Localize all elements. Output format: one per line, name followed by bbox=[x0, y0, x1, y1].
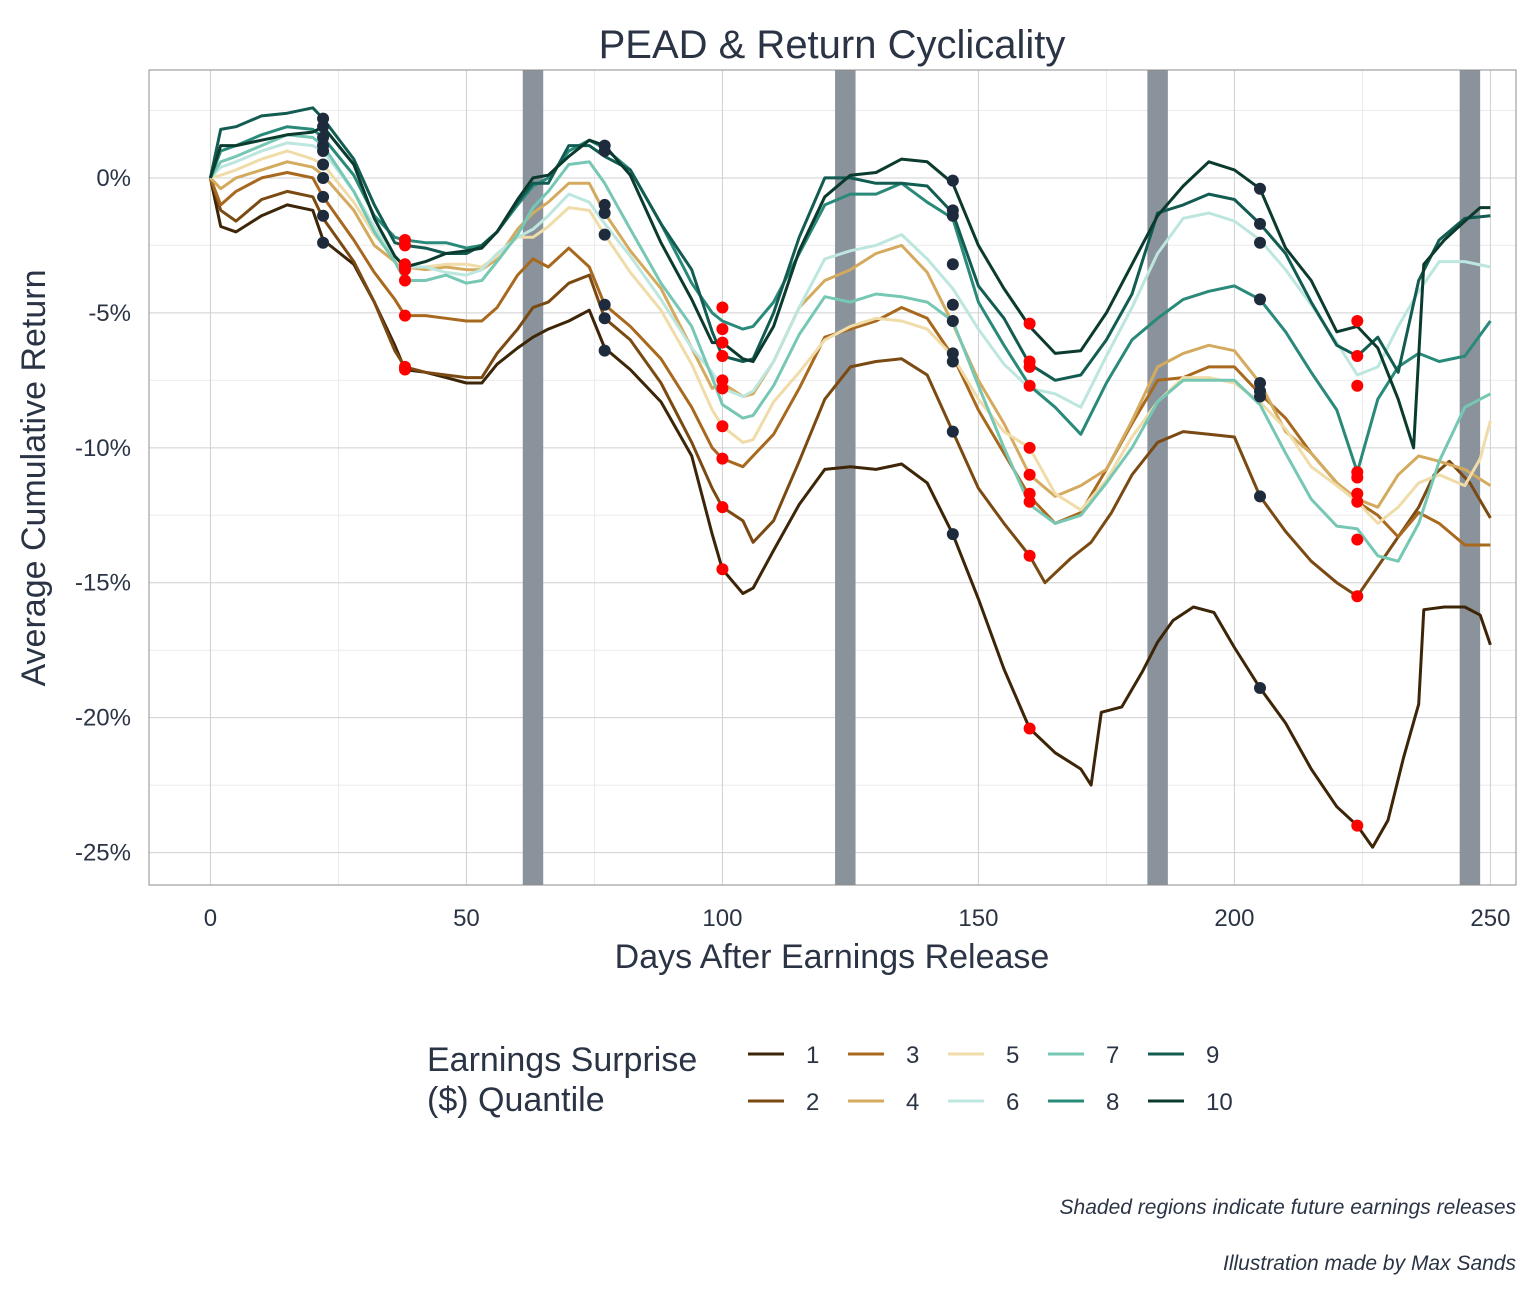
chart-title: PEAD & Return Cyclicality bbox=[599, 23, 1066, 67]
navy-dot-marker bbox=[317, 190, 330, 203]
red-dot-marker bbox=[716, 350, 729, 363]
navy-dot-marker bbox=[317, 158, 330, 171]
red-dot-marker bbox=[716, 501, 729, 514]
red-dot-marker bbox=[1351, 350, 1364, 363]
legend-label-8: 8 bbox=[1106, 1089, 1119, 1116]
red-dot-marker bbox=[398, 360, 411, 373]
legend-label-6: 6 bbox=[1006, 1089, 1019, 1116]
navy-dot-marker bbox=[1254, 217, 1267, 230]
legend-label-10: 10 bbox=[1206, 1089, 1233, 1116]
red-dot-marker bbox=[398, 258, 411, 271]
red-dot-marker bbox=[716, 420, 729, 433]
red-dot-marker bbox=[398, 234, 411, 247]
red-dot-marker bbox=[1023, 441, 1036, 454]
navy-dot-marker bbox=[317, 236, 330, 249]
caption-shaded-regions: Shaded regions indicate future earnings … bbox=[1060, 1196, 1517, 1219]
red-dot-marker bbox=[716, 301, 729, 314]
legend-label-2: 2 bbox=[806, 1089, 819, 1116]
y-tick-label: 0% bbox=[96, 165, 131, 192]
red-dot-marker bbox=[1023, 549, 1036, 562]
legend-title-line-1: Earnings Surprise bbox=[427, 1041, 697, 1079]
dot-markers bbox=[317, 112, 1364, 832]
red-dot-marker bbox=[716, 323, 729, 336]
legend-label-4: 4 bbox=[906, 1089, 919, 1116]
y-tick-label: -20% bbox=[75, 705, 131, 732]
navy-dot-marker bbox=[317, 131, 330, 144]
legend: 1 2 3 4 5 6 7 8 9 10 bbox=[748, 1042, 1233, 1116]
navy-dot-marker bbox=[598, 298, 611, 311]
x-tick-label: 200 bbox=[1214, 905, 1254, 932]
x-tick-labels: 0 50 100 150 200 250 bbox=[204, 905, 1511, 932]
navy-dot-marker bbox=[598, 344, 611, 357]
x-axis-label: Days After Earnings Release bbox=[615, 938, 1050, 976]
red-dot-marker bbox=[398, 274, 411, 287]
navy-dot-marker bbox=[1254, 293, 1267, 306]
legend-label-1: 1 bbox=[806, 1042, 819, 1069]
navy-dot-marker bbox=[317, 209, 330, 222]
x-tick-label: 50 bbox=[453, 905, 480, 932]
navy-dot-marker bbox=[317, 112, 330, 125]
navy-dot-marker bbox=[1254, 681, 1267, 694]
y-tick-label: -25% bbox=[75, 840, 131, 867]
navy-dot-marker bbox=[598, 198, 611, 211]
red-dot-marker bbox=[716, 336, 729, 349]
x-tick-label: 100 bbox=[702, 905, 742, 932]
x-tick-label: 0 bbox=[204, 905, 217, 932]
red-dot-marker bbox=[1351, 533, 1364, 546]
red-dot-marker bbox=[716, 374, 729, 387]
navy-dot-marker bbox=[946, 174, 959, 187]
legend-label-3: 3 bbox=[906, 1042, 919, 1069]
legend-label-7: 7 bbox=[1106, 1042, 1119, 1069]
y-axis-label: Average Cumulative Return bbox=[15, 269, 53, 686]
y-tick-label: -5% bbox=[88, 300, 131, 327]
navy-dot-marker bbox=[946, 528, 959, 541]
plot-panel-border bbox=[148, 69, 1517, 886]
navy-dot-marker bbox=[946, 425, 959, 438]
navy-dot-marker bbox=[1254, 236, 1267, 249]
red-dot-marker bbox=[1351, 487, 1364, 500]
red-dot-marker bbox=[716, 452, 729, 465]
red-dot-marker bbox=[1351, 590, 1364, 603]
red-dot-marker bbox=[1351, 819, 1364, 832]
navy-dot-marker bbox=[946, 258, 959, 271]
navy-dot-marker bbox=[1254, 377, 1267, 390]
navy-dot-marker bbox=[598, 139, 611, 152]
navy-dot-marker bbox=[946, 314, 959, 327]
red-dot-marker bbox=[1023, 487, 1036, 500]
navy-dot-marker bbox=[317, 171, 330, 184]
navy-dot-marker bbox=[598, 228, 611, 241]
shaded-earnings-region bbox=[1147, 70, 1168, 885]
red-dot-marker bbox=[1023, 355, 1036, 368]
navy-dot-marker bbox=[1254, 182, 1267, 195]
shaded-earnings-region bbox=[522, 70, 544, 885]
red-dot-marker bbox=[1023, 722, 1036, 735]
red-dot-marker bbox=[1351, 314, 1364, 327]
navy-dot-marker bbox=[946, 204, 959, 217]
x-tick-label: 250 bbox=[1470, 905, 1510, 932]
red-dot-marker bbox=[1023, 379, 1036, 392]
red-dot-marker bbox=[1351, 379, 1364, 392]
y-tick-label: -15% bbox=[75, 570, 131, 597]
red-dot-marker bbox=[1023, 317, 1036, 330]
red-dot-marker bbox=[1023, 468, 1036, 481]
x-tick-label: 150 bbox=[958, 905, 998, 932]
legend-label-5: 5 bbox=[1006, 1042, 1019, 1069]
navy-dot-marker bbox=[598, 312, 611, 325]
y-tick-labels: 0% -5% -10% -15% -20% -25% bbox=[75, 165, 131, 867]
legend-label-9: 9 bbox=[1206, 1042, 1219, 1069]
shaded-earnings-region bbox=[835, 70, 856, 885]
red-dot-marker bbox=[716, 563, 729, 576]
navy-dot-marker bbox=[946, 347, 959, 360]
caption-author: Illustration made by Max Sands bbox=[1223, 1252, 1516, 1275]
shaded-regions bbox=[522, 70, 1481, 885]
navy-dot-marker bbox=[1254, 490, 1267, 503]
red-dot-marker bbox=[398, 309, 411, 322]
red-dot-marker bbox=[1351, 466, 1364, 479]
navy-dot-marker bbox=[946, 298, 959, 311]
legend-title-line-2: ($) Quantile bbox=[427, 1081, 605, 1119]
y-tick-label: -10% bbox=[75, 435, 131, 462]
